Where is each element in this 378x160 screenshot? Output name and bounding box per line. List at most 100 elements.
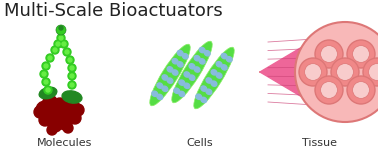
Ellipse shape <box>221 65 227 70</box>
Ellipse shape <box>150 44 190 106</box>
Circle shape <box>72 104 84 116</box>
Ellipse shape <box>216 62 222 67</box>
Circle shape <box>68 58 72 62</box>
Ellipse shape <box>167 67 173 72</box>
Ellipse shape <box>162 75 168 80</box>
Circle shape <box>53 48 57 52</box>
Circle shape <box>56 106 74 124</box>
Ellipse shape <box>172 59 178 64</box>
Ellipse shape <box>157 94 163 100</box>
Circle shape <box>47 110 63 126</box>
Circle shape <box>56 42 60 46</box>
Circle shape <box>42 62 50 70</box>
Circle shape <box>54 40 62 48</box>
Ellipse shape <box>211 70 217 75</box>
Circle shape <box>44 86 52 94</box>
Ellipse shape <box>184 72 190 77</box>
Circle shape <box>60 40 68 48</box>
Circle shape <box>48 118 62 132</box>
Text: Molecules: Molecules <box>37 138 93 148</box>
Ellipse shape <box>194 47 234 109</box>
Circle shape <box>40 70 48 78</box>
Ellipse shape <box>167 78 173 83</box>
Circle shape <box>69 112 81 124</box>
Circle shape <box>70 83 74 87</box>
Ellipse shape <box>174 88 180 93</box>
Circle shape <box>70 66 74 70</box>
Ellipse shape <box>204 51 210 56</box>
Circle shape <box>299 58 327 86</box>
Circle shape <box>64 100 80 116</box>
Ellipse shape <box>199 47 205 53</box>
Ellipse shape <box>206 78 212 83</box>
Circle shape <box>43 95 57 109</box>
Ellipse shape <box>177 62 183 67</box>
Ellipse shape <box>201 86 207 91</box>
Ellipse shape <box>216 73 222 78</box>
Ellipse shape <box>199 59 205 64</box>
Circle shape <box>57 34 65 42</box>
Circle shape <box>363 58 378 86</box>
Circle shape <box>34 106 46 118</box>
Circle shape <box>59 26 63 30</box>
Ellipse shape <box>179 80 185 85</box>
Circle shape <box>44 64 48 68</box>
Circle shape <box>36 101 54 119</box>
Ellipse shape <box>194 67 200 72</box>
Circle shape <box>66 56 74 64</box>
Ellipse shape <box>179 91 185 97</box>
Ellipse shape <box>62 91 82 103</box>
Circle shape <box>369 64 378 80</box>
Circle shape <box>331 58 359 86</box>
Circle shape <box>353 82 369 98</box>
Ellipse shape <box>162 86 168 92</box>
Text: Tissue: Tissue <box>302 138 338 148</box>
Circle shape <box>42 72 46 76</box>
Ellipse shape <box>189 64 195 69</box>
Circle shape <box>68 64 76 72</box>
Ellipse shape <box>184 83 190 88</box>
Circle shape <box>63 93 77 107</box>
Circle shape <box>39 114 51 126</box>
Circle shape <box>51 46 59 54</box>
Circle shape <box>295 22 378 122</box>
Circle shape <box>42 78 50 86</box>
Circle shape <box>46 88 50 92</box>
Text: Multi-Scale Bioactuators: Multi-Scale Bioactuators <box>4 2 223 20</box>
Circle shape <box>315 40 343 68</box>
Circle shape <box>59 36 63 40</box>
Ellipse shape <box>196 94 201 99</box>
Text: Cells: Cells <box>187 138 213 148</box>
Ellipse shape <box>177 50 183 56</box>
Circle shape <box>63 48 71 56</box>
Circle shape <box>48 56 52 60</box>
Ellipse shape <box>189 75 195 80</box>
Circle shape <box>305 64 321 80</box>
Circle shape <box>336 64 353 80</box>
Circle shape <box>68 72 76 80</box>
Ellipse shape <box>172 70 178 75</box>
Ellipse shape <box>39 87 57 99</box>
Ellipse shape <box>221 53 227 59</box>
Circle shape <box>46 54 54 62</box>
Polygon shape <box>260 24 360 120</box>
Circle shape <box>62 42 66 46</box>
Ellipse shape <box>201 97 207 103</box>
Circle shape <box>65 50 69 54</box>
Circle shape <box>70 74 74 78</box>
Circle shape <box>353 46 369 62</box>
Ellipse shape <box>194 56 200 61</box>
Ellipse shape <box>183 54 188 59</box>
Ellipse shape <box>211 81 217 86</box>
Circle shape <box>68 81 76 89</box>
Circle shape <box>47 125 57 135</box>
Ellipse shape <box>206 89 212 94</box>
Ellipse shape <box>226 57 232 62</box>
Circle shape <box>347 76 375 104</box>
Ellipse shape <box>172 41 212 103</box>
Ellipse shape <box>152 91 158 96</box>
Circle shape <box>321 82 338 98</box>
Circle shape <box>347 40 375 68</box>
Circle shape <box>56 25 66 35</box>
Circle shape <box>44 80 48 84</box>
